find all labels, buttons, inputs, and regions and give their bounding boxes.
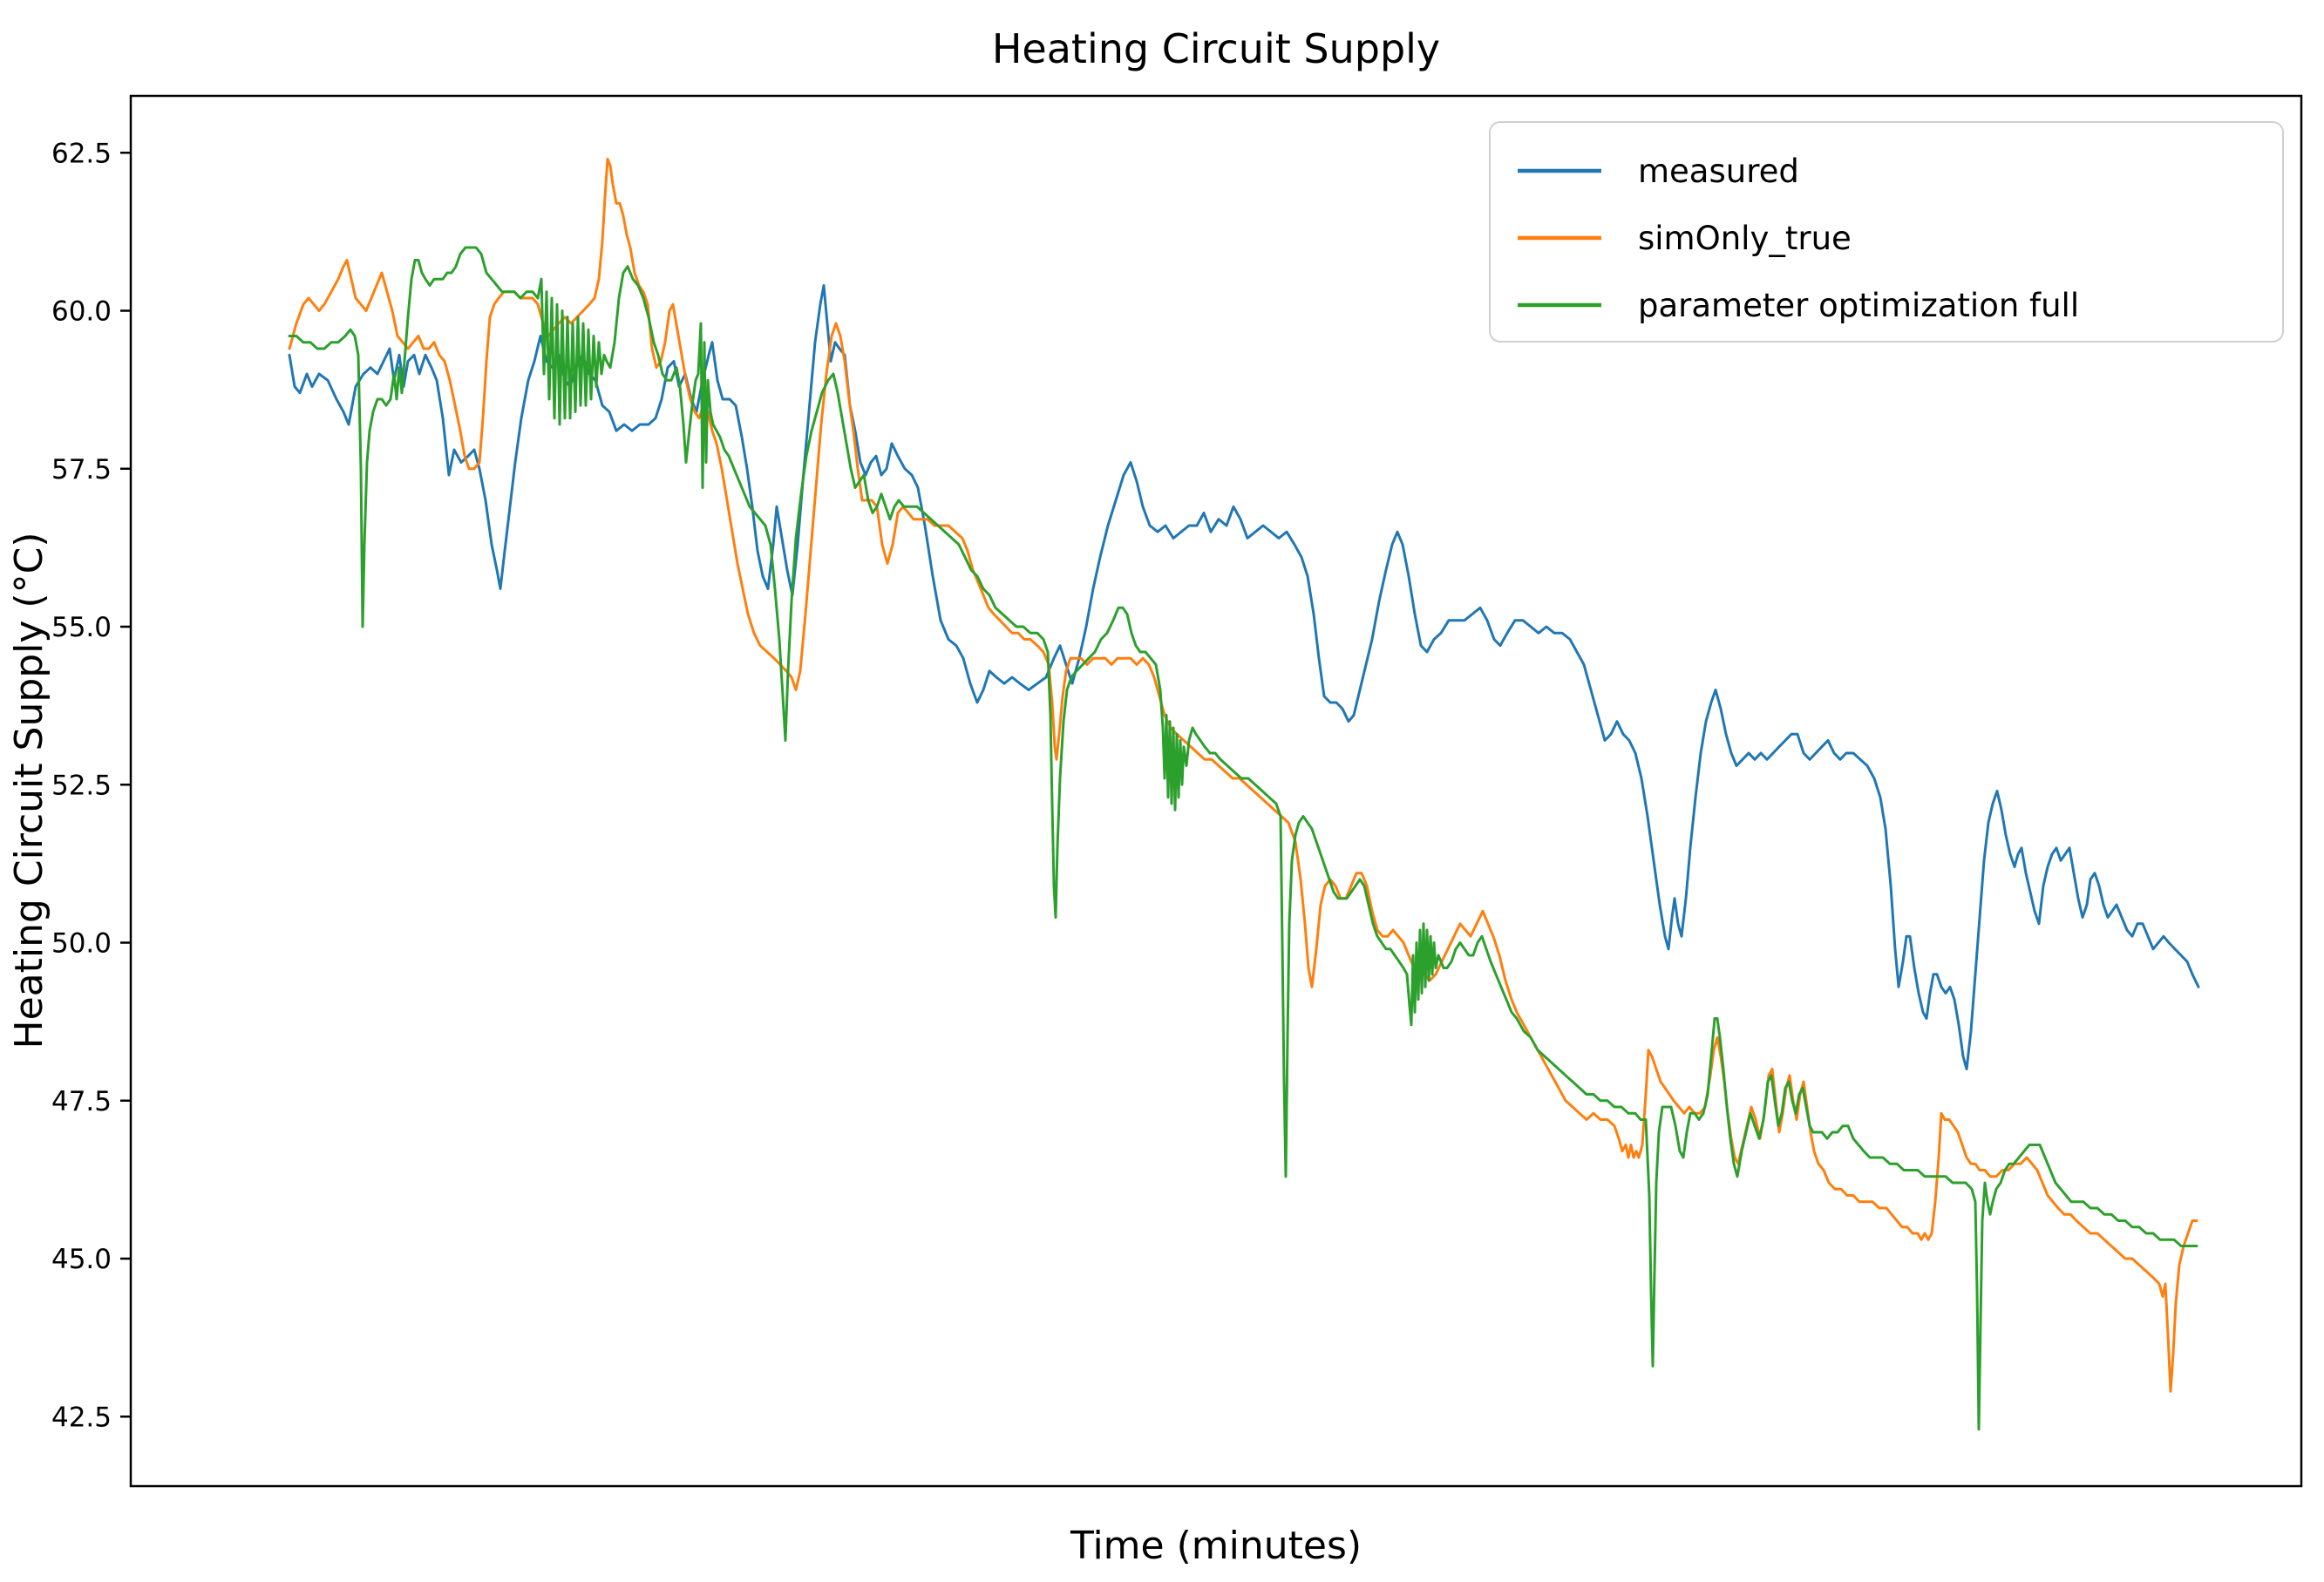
y-tick-label: 62.5 <box>51 138 112 169</box>
y-axis-label: Heating Circuit Supply (°C) <box>7 533 51 1049</box>
y-tick-label: 42.5 <box>51 1402 112 1433</box>
chart-line-parameter-optimization-full <box>288 246 2198 1431</box>
y-tick-label: 47.5 <box>51 1086 112 1117</box>
chart-line-simonly-true <box>288 158 2198 1393</box>
x-axis-label: Time (minutes) <box>1070 1524 1362 1568</box>
y-tick-label: 50.0 <box>51 928 112 960</box>
y-tick-label: 45.0 <box>51 1244 112 1275</box>
chart-title: Heating Circuit Supply <box>992 25 1440 72</box>
y-tick-label: 52.5 <box>51 770 112 801</box>
plot-dynamic-layer: 62.5 60.0 57.5 55.0 52.5 50.0 47.5 45.0 42.5 meas… <box>51 121 2284 1433</box>
legend-label-1: measured <box>1638 153 1799 190</box>
chart-line-measured <box>288 284 2200 1070</box>
legend-label-3: parameter optimization full <box>1638 287 2079 324</box>
y-tick-label: 57.5 <box>51 454 112 485</box>
legend-label-2: simOnly_true <box>1638 220 1852 257</box>
y-tick-label: 55.0 <box>51 612 112 643</box>
y-tick-label: 60.0 <box>51 296 112 328</box>
legend-box <box>1489 121 2284 343</box>
